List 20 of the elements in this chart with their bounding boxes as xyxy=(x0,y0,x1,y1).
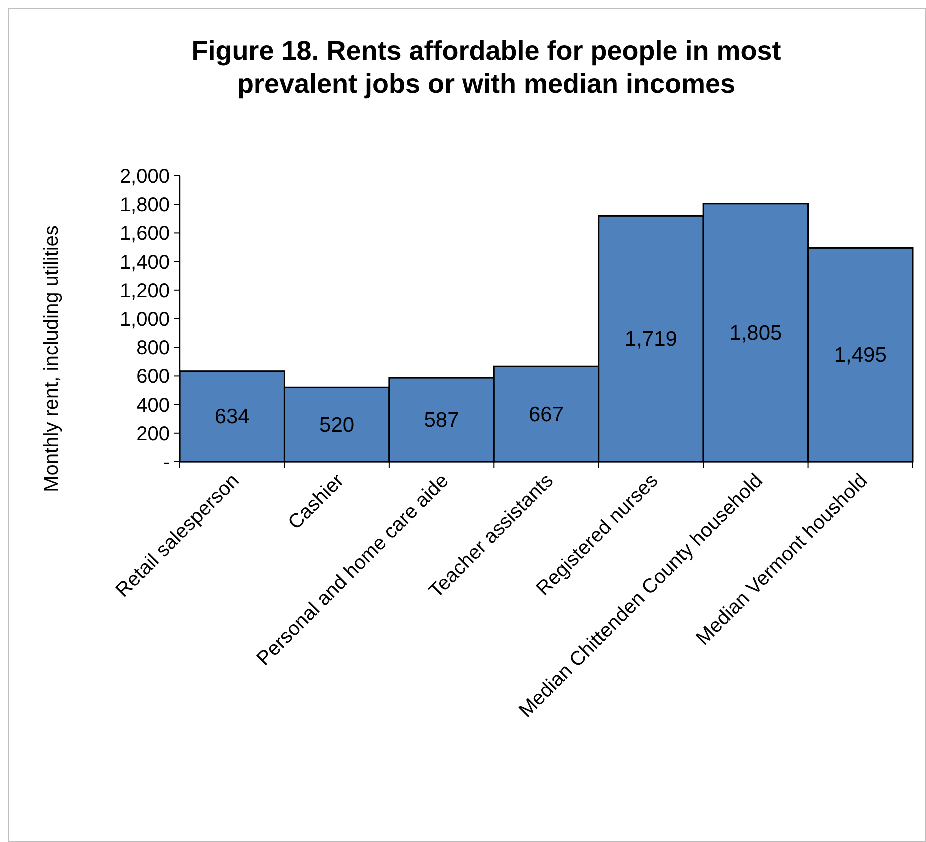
y-axis-title: Monthly rent, including utilities xyxy=(41,226,63,492)
data-label: 634 xyxy=(214,406,250,429)
y-tick-label: 800 xyxy=(136,338,170,360)
data-label: 1,719 xyxy=(624,328,678,352)
data-label: 520 xyxy=(320,414,355,437)
data-label: 1,805 xyxy=(730,322,782,345)
data-label: 587 xyxy=(424,409,460,432)
y-tick-label: 600 xyxy=(136,366,170,388)
data-label: 1,495 xyxy=(834,344,887,368)
y-tick-label: - xyxy=(163,452,170,474)
chart-title: Figure 18. Rents affordable for people in most prevalent jobs or with median incomes xyxy=(192,36,782,99)
y-tick-label: 2,000 xyxy=(120,166,170,188)
y-tick-label: 1,800 xyxy=(120,194,170,217)
y-tick-label: 400 xyxy=(136,394,170,417)
data-label: 667 xyxy=(528,403,564,426)
y-tick-label: 1,400 xyxy=(120,252,170,274)
y-tick-label: 1,000 xyxy=(120,309,170,331)
y-tick-label: 200 xyxy=(136,423,170,446)
y-tick-label: 1,200 xyxy=(120,280,170,302)
y-tick-label: 1,600 xyxy=(120,223,170,246)
